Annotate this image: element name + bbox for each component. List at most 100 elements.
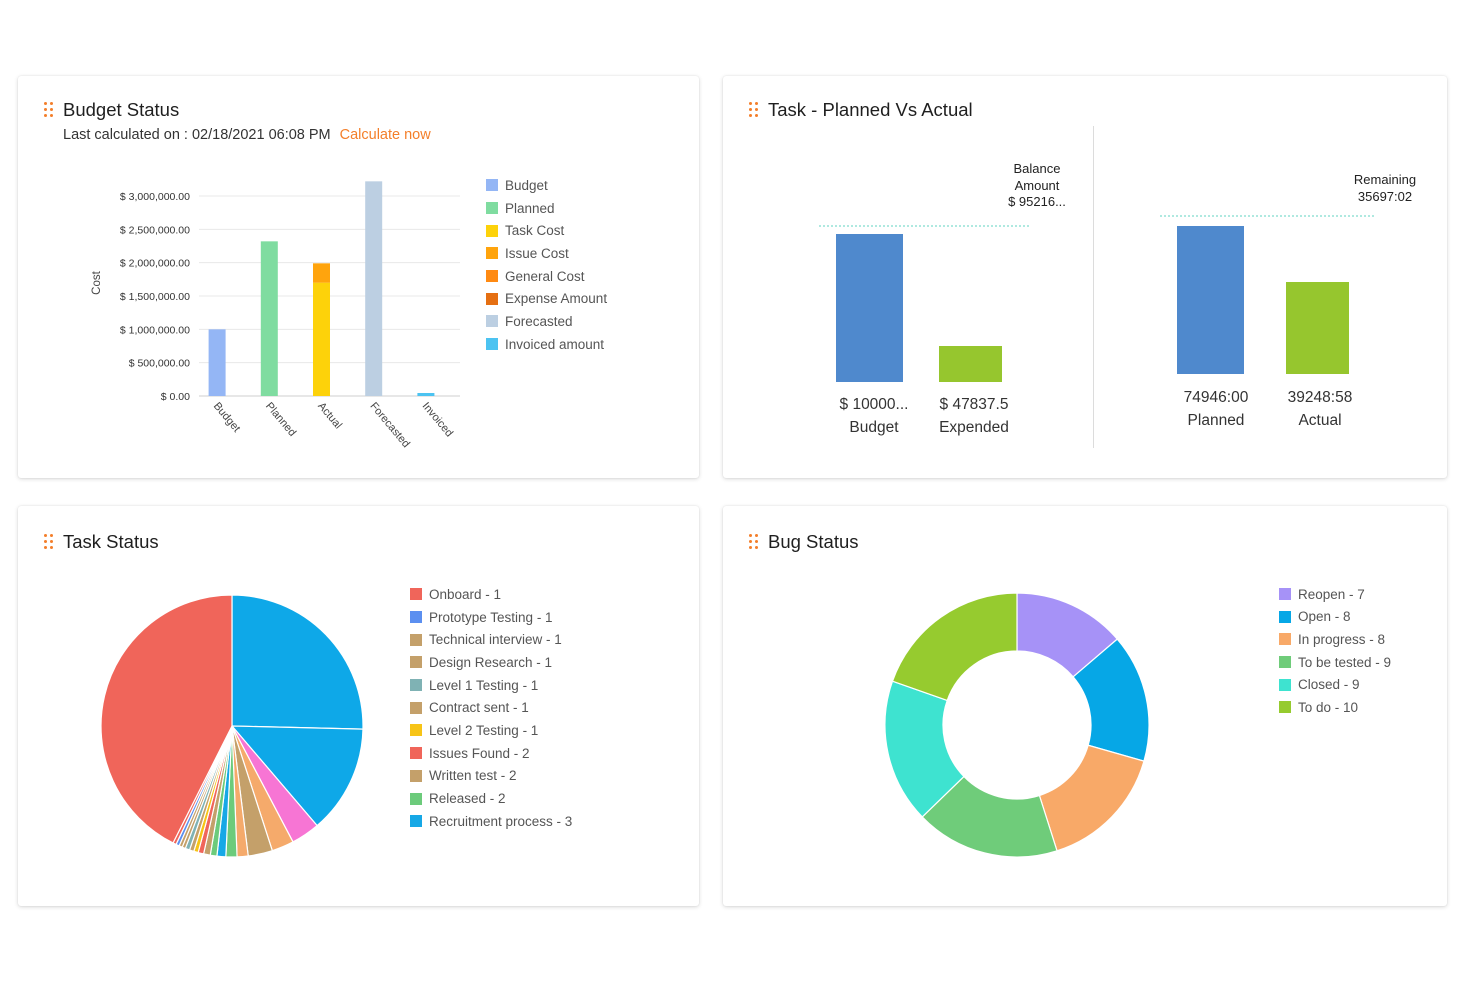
legend-swatch: [1279, 656, 1291, 669]
legend-item[interactable]: To do - 10: [1279, 696, 1391, 719]
last-calculated-row: Last calculated on : 02/18/2021 06:08 PM…: [63, 127, 431, 143]
bar-issue-cost[interactable]: [313, 263, 330, 283]
legend-item[interactable]: Issues Found - 2: [410, 742, 572, 765]
annotation-line: $ 95216...: [1008, 194, 1066, 209]
legend-item[interactable]: Closed - 9: [1279, 673, 1391, 696]
legend-item[interactable]: To be tested - 9: [1279, 651, 1391, 674]
legend-item[interactable]: General Cost: [486, 265, 607, 288]
legend-swatch: [486, 179, 498, 192]
stat-label: Actual: [1298, 412, 1342, 429]
legend-item[interactable]: Level 1 Testing - 1: [410, 674, 572, 697]
budget-status-header: Budget Status: [44, 98, 179, 122]
legend-label: To do - 10: [1298, 699, 1359, 715]
legend-item[interactable]: Contract sent - 1: [410, 696, 572, 719]
legend-item[interactable]: Released - 2: [410, 787, 572, 810]
stat-value: $ 10000...: [839, 396, 909, 413]
legend-label: Issue Cost: [505, 245, 569, 261]
y-tick-label: $ 1,000,000.00: [120, 324, 190, 336]
legend-item[interactable]: Budget: [486, 174, 607, 197]
x-tick-label: Invoiced: [420, 400, 456, 439]
legend-label: Issues Found - 2: [429, 745, 530, 761]
pie-slice[interactable]: [1038, 744, 1145, 852]
legend-item[interactable]: In progress - 8: [1279, 628, 1391, 651]
legend-label: Planned: [505, 200, 555, 216]
planned-stat: 74946:00 Planned: [1161, 386, 1271, 432]
legend-item[interactable]: Prototype Testing - 1: [410, 606, 572, 629]
legend-item[interactable]: Invoiced amount: [486, 333, 607, 356]
legend-swatch: [410, 792, 422, 805]
legend-item[interactable]: Written test - 2: [410, 765, 572, 788]
legend-label: Released - 2: [429, 791, 506, 807]
legend-swatch: [410, 679, 422, 692]
legend-item[interactable]: Recruitment process - 3: [410, 810, 572, 833]
pie-slice[interactable]: [100, 594, 233, 844]
legend-item[interactable]: Expense Amount: [486, 287, 607, 310]
task-status-header: Task Status: [44, 530, 159, 554]
y-tick-label: $ 1,500,000.00: [120, 291, 190, 303]
legend-swatch: [410, 701, 422, 714]
bug-status-donut-chart: [884, 592, 1150, 858]
card-title: Bug Status: [768, 531, 859, 552]
legend-swatch: [486, 315, 498, 328]
drag-handle-icon[interactable]: [749, 534, 758, 550]
legend-label: Written test - 2: [429, 768, 517, 784]
y-tick-label: $ 2,000,000.00: [120, 258, 190, 270]
legend-swatch: [1279, 678, 1291, 691]
budget-bar: [836, 234, 903, 382]
y-tick-label: $ 0.00: [161, 391, 190, 403]
legend-swatch: [410, 815, 422, 828]
legend-item[interactable]: Design Research - 1: [410, 651, 572, 674]
balance-amount-annotation: Balance Amount $ 95216...: [987, 161, 1087, 211]
legend-item[interactable]: Issue Cost: [486, 242, 607, 265]
bar-budget[interactable]: [208, 329, 226, 396]
legend-item[interactable]: Open - 8: [1279, 606, 1391, 629]
stat-value: 39248:58: [1287, 389, 1353, 406]
last-calculated-label: Last calculated on : 02/18/2021 06:08 PM: [63, 127, 331, 143]
legend-label: Recruitment process - 3: [429, 813, 573, 829]
y-axis-label: Cost: [91, 270, 103, 294]
legend-swatch: [486, 224, 498, 237]
legend-item[interactable]: Task Cost: [486, 219, 607, 242]
annotation-line: 35697:02: [1357, 188, 1413, 204]
stat-value: $ 47837.5: [939, 396, 1009, 413]
bar-task-cost[interactable]: [313, 282, 330, 396]
legend-swatch: [410, 656, 422, 669]
bar-planned[interactable]: [260, 241, 278, 396]
stat-label: Budget: [849, 419, 899, 436]
card-title: Task - Planned Vs Actual: [768, 99, 973, 120]
legend-item[interactable]: Technical interview - 1: [410, 628, 572, 651]
bar-invoiced-amount[interactable]: [417, 393, 435, 396]
drag-handle-icon[interactable]: [749, 102, 758, 118]
expended-stat: $ 47837.5 Expended: [919, 393, 1029, 439]
budget-bar-chart: $ 0.00 $ 500,000.00 $ 1,000,000.00 $ 1,500,…: [91, 181, 460, 450]
calculate-now-link[interactable]: Calculate now: [339, 127, 431, 143]
legend-label: Technical interview - 1: [429, 632, 562, 648]
legend-item[interactable]: Forecasted: [486, 310, 607, 333]
x-tick-label: Forecasted: [367, 400, 412, 450]
bar-forecasted[interactable]: [365, 181, 383, 396]
budget-expended-chart: [819, 215, 1375, 382]
pie-slice[interactable]: [891, 592, 1018, 702]
annotation-line: Remaining: [1353, 172, 1417, 187]
pie-slice[interactable]: [231, 594, 364, 730]
legend-item[interactable]: Reopen - 7: [1279, 583, 1391, 606]
legend-item[interactable]: Level 2 Testing - 1: [410, 719, 572, 742]
legend-label: Onboard - 1: [429, 586, 502, 602]
drag-handle-icon[interactable]: [44, 534, 53, 550]
pie-slice[interactable]: [231, 725, 364, 827]
x-tick-label: Actual: [315, 400, 344, 431]
y-tick-label: $ 500,000.00: [129, 358, 190, 370]
legend-swatch: [1279, 610, 1291, 623]
remaining-annotation: Remaining 35697:02: [1335, 172, 1435, 205]
legend-label: Reopen - 7: [1298, 586, 1365, 602]
legend-item[interactable]: Onboard - 1: [410, 583, 572, 606]
budget-status-card: Budget Status Last calculated on : 02/18…: [18, 76, 699, 478]
task-planned-actual-card: Task - Planned Vs Actual Balance Amount …: [723, 76, 1447, 478]
legend-item[interactable]: Planned: [486, 197, 607, 220]
bug-status-card: Bug Status Reopen - 7 Open - 8 In progress…: [723, 506, 1447, 906]
task-status-pie-chart: [100, 594, 364, 858]
x-tick-label: Budget: [211, 400, 243, 434]
budget-stat: $ 10000... Budget: [819, 393, 929, 439]
legend-label: Design Research - 1: [429, 654, 553, 670]
drag-handle-icon[interactable]: [44, 102, 53, 118]
